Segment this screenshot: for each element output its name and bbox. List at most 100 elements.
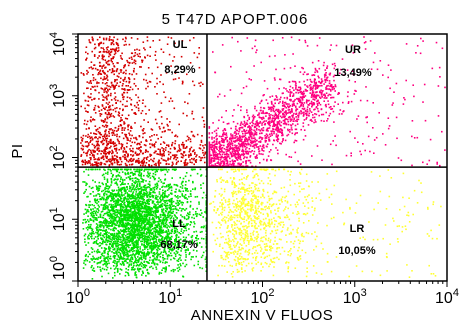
- event-point-ll: [145, 255, 147, 257]
- event-point-ll: [101, 242, 104, 245]
- event-point-ll: [164, 224, 167, 227]
- event-point-lr: [241, 264, 243, 266]
- event-point-lr: [299, 255, 302, 257]
- event-point-lr: [241, 271, 244, 273]
- event-point-ll: [151, 210, 153, 213]
- event-point-ul: [106, 91, 108, 94]
- event-point-lr: [236, 241, 239, 244]
- event-point-ll: [96, 202, 98, 205]
- event-point-ll: [165, 207, 168, 210]
- event-point-ul: [117, 50, 119, 53]
- event-point-ll: [157, 207, 159, 210]
- event-point-ll: [137, 246, 139, 249]
- event-point-ll: [129, 226, 132, 229]
- event-point-ul: [102, 121, 105, 123]
- event-point-ll: [149, 238, 152, 240]
- event-point-ll: [117, 199, 120, 201]
- event-point-lr: [254, 236, 256, 239]
- event-point-ll: [90, 209, 92, 211]
- event-point-ll: [106, 252, 109, 255]
- event-point-ll: [146, 174, 148, 177]
- event-point-lr: [254, 183, 257, 186]
- event-point-ll: [113, 197, 115, 200]
- event-point-ll: [129, 206, 132, 209]
- event-point-lr: [269, 249, 271, 251]
- event-point-ll: [100, 238, 103, 241]
- event-point-ll: [150, 244, 153, 246]
- event-point-ll: [100, 229, 103, 231]
- event-point-ll: [118, 236, 120, 238]
- event-point-ll: [103, 262, 106, 265]
- event-point-ll: [138, 230, 141, 232]
- event-point-ll: [134, 217, 136, 220]
- event-point-lr: [299, 182, 302, 184]
- event-point-lr: [274, 240, 276, 242]
- event-point-lr: [326, 173, 329, 175]
- event-point-lr: [230, 218, 232, 220]
- event-point-lr: [239, 216, 241, 218]
- event-point-ll: [178, 221, 180, 224]
- event-point-ll: [150, 168, 153, 171]
- event-point-ll: [148, 183, 151, 186]
- event-point-ul: [124, 40, 127, 43]
- event-point-ul: [134, 62, 137, 65]
- event-point-lr: [261, 236, 263, 239]
- event-point-ll: [163, 168, 165, 171]
- event-point-ul: [150, 158, 152, 161]
- event-point-ll: [105, 183, 108, 185]
- event-point-ul: [127, 77, 130, 79]
- event-point-ll: [113, 210, 116, 213]
- event-point-ul: [130, 157, 133, 160]
- event-point-lr: [236, 220, 238, 222]
- event-point-ll: [119, 247, 121, 250]
- event-point-ll: [113, 217, 116, 219]
- event-point-ll: [128, 227, 131, 230]
- event-point-ll: [126, 198, 128, 200]
- event-point-ll: [93, 232, 95, 235]
- event-point-lr: [355, 202, 358, 204]
- event-point-ll: [144, 258, 147, 260]
- event-point-lr: [244, 194, 246, 196]
- event-point-ul: [156, 66, 159, 69]
- event-point-ll: [124, 204, 127, 207]
- event-point-ul: [134, 122, 136, 124]
- event-point-ll: [88, 206, 90, 208]
- event-point-ll: [95, 185, 98, 187]
- event-point-ul: [98, 110, 101, 112]
- event-point-ul: [102, 51, 105, 53]
- event-point-lr: [230, 215, 233, 217]
- event-point-lr: [287, 190, 290, 193]
- event-point-ll: [97, 229, 99, 231]
- event-point-ll: [107, 255, 109, 258]
- event-point-ul: [165, 72, 168, 74]
- event-point-ul: [114, 107, 116, 110]
- event-point-lr: [237, 201, 239, 203]
- event-point-ll: [97, 238, 99, 240]
- event-point-ll: [100, 247, 103, 249]
- event-point-ll: [129, 198, 132, 200]
- event-point-ll: [113, 242, 116, 245]
- event-point-lr: [302, 240, 304, 242]
- event-point-ll: [98, 193, 101, 196]
- event-point-lr: [264, 227, 266, 229]
- event-point-ll: [189, 252, 191, 254]
- event-point-ll: [135, 219, 138, 222]
- event-point-ll: [124, 215, 126, 218]
- event-point-ll: [111, 189, 113, 192]
- event-point-ll: [105, 231, 107, 234]
- event-point-ll: [128, 217, 131, 220]
- event-point-lr: [311, 206, 313, 208]
- event-point-ll: [87, 242, 90, 244]
- event-point-ll: [123, 247, 126, 249]
- event-point-ll: [124, 274, 127, 277]
- event-point-lr: [418, 179, 420, 182]
- event-point-ll: [180, 214, 182, 216]
- event-point-ll: [149, 225, 151, 227]
- event-point-lr: [303, 213, 306, 215]
- event-point-ll: [117, 229, 119, 232]
- event-point-ul: [90, 93, 92, 95]
- event-point-ll: [181, 221, 183, 223]
- event-point-lr: [253, 174, 256, 177]
- event-point-ul: [129, 97, 131, 99]
- event-point-ll: [149, 256, 151, 259]
